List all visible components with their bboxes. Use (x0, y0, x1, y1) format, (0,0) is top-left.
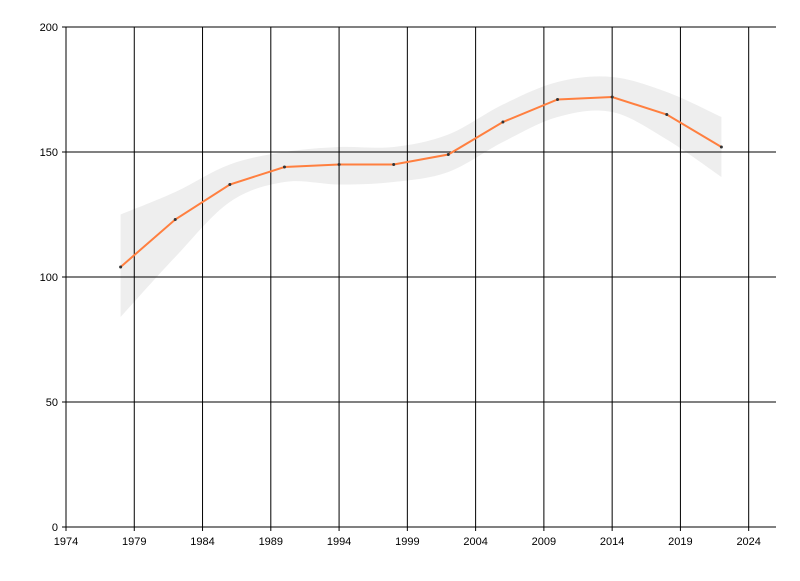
y-tick-label: 150 (40, 147, 58, 159)
data-point (119, 265, 123, 269)
x-tick-label: 2014 (600, 536, 624, 548)
confidence-band (120, 76, 722, 317)
x-tick-label: 2024 (736, 536, 760, 548)
x-tick-label: 1984 (190, 536, 214, 548)
x-tick-label: 2019 (668, 536, 692, 548)
data-point (282, 165, 286, 169)
y-tick-label: 50 (46, 397, 58, 409)
x-tick-label: 1979 (122, 536, 146, 548)
y-tick-label: 100 (40, 272, 58, 284)
data-point (719, 145, 723, 149)
data-point (610, 95, 614, 99)
data-point (556, 98, 560, 101)
x-tick-label: 1989 (259, 536, 283, 548)
x-tick-label: 2009 (532, 536, 556, 548)
x-tick-label: 2004 (463, 536, 487, 548)
x-tick-label: 1999 (395, 536, 419, 548)
data-point (337, 163, 341, 166)
y-tick-label: 200 (40, 22, 58, 34)
data-point (446, 153, 450, 156)
x-tick-label: 1974 (54, 536, 78, 548)
data-point (501, 120, 505, 124)
series-line (119, 95, 722, 268)
data-point (228, 183, 232, 186)
data-point (392, 163, 396, 166)
y-tick-label: 0 (52, 522, 58, 534)
data-point (173, 218, 177, 221)
x-tick-label: 1994 (327, 536, 351, 548)
data-point (665, 113, 669, 116)
